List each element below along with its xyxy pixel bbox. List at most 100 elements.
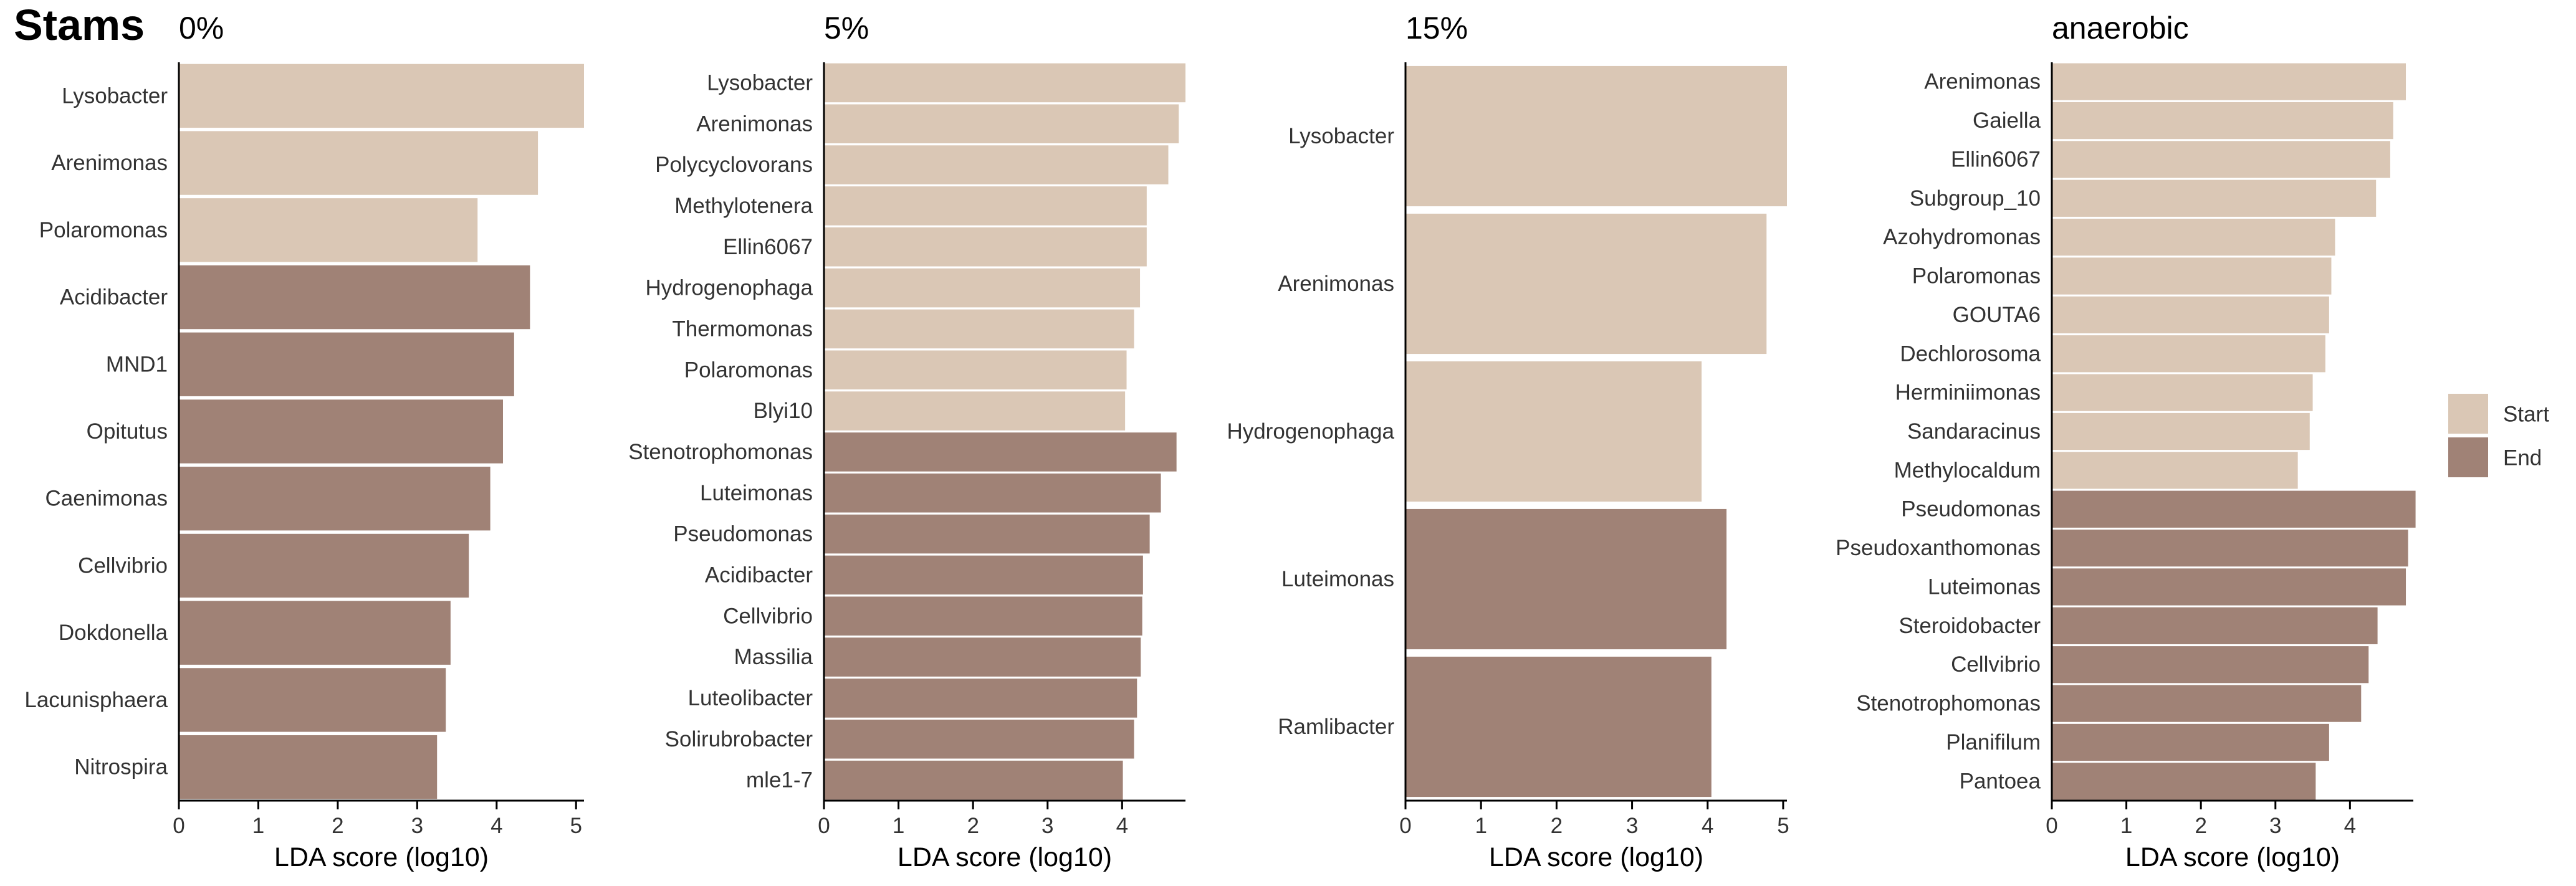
x-tick-label: 4 bbox=[2344, 814, 2356, 838]
category-label: Luteimonas bbox=[700, 481, 813, 505]
bar bbox=[824, 350, 1127, 390]
bar bbox=[824, 432, 1177, 472]
x-tick-label: 0 bbox=[2046, 814, 2057, 838]
category-label: Methylocaldum bbox=[1894, 458, 2041, 482]
bar bbox=[2052, 763, 2316, 800]
category-label: Polaromonas bbox=[39, 218, 168, 242]
panel-title: 5% bbox=[824, 11, 869, 45]
category-label: Steroidobacter bbox=[1898, 614, 2041, 638]
bar bbox=[824, 63, 1185, 103]
chart-panel-1: 0% Lysobacter Arenimonas Polaromonas Acidiba… bbox=[24, 11, 584, 872]
panel-title: anaerobic bbox=[2052, 11, 2189, 45]
x-axis-label: LDA score (log10) bbox=[1489, 842, 1703, 872]
x-tick-label: 4 bbox=[1702, 814, 1713, 838]
bar bbox=[824, 555, 1143, 595]
legend-label: End bbox=[2503, 446, 2542, 470]
x-axis-label: LDA score (log10) bbox=[274, 842, 489, 872]
category-label: Planifilum bbox=[1946, 730, 2041, 755]
bar bbox=[1405, 65, 1787, 207]
category-label: Blyi10 bbox=[754, 399, 813, 423]
bar bbox=[2052, 335, 2325, 373]
x-tick-label: 3 bbox=[1626, 814, 1638, 838]
legend-swatch-start bbox=[2448, 394, 2488, 434]
category-label: Lysobacter bbox=[62, 83, 168, 108]
x-tick-label: 0 bbox=[173, 814, 184, 838]
category-label: Cellvibrio bbox=[78, 553, 168, 578]
category-label: Cellvibrio bbox=[1951, 652, 2041, 677]
bar bbox=[824, 268, 1141, 308]
bar bbox=[2052, 141, 2390, 178]
category-label: Arenimonas bbox=[1278, 272, 1394, 296]
x-tick-label: 3 bbox=[2269, 814, 2281, 838]
bar bbox=[824, 596, 1142, 636]
panel-title: 15% bbox=[1405, 11, 1468, 45]
category-label: mle1-7 bbox=[746, 768, 813, 793]
figure-title: Stams bbox=[14, 1, 145, 49]
category-label: Gaiella bbox=[1973, 108, 2041, 133]
bar bbox=[179, 198, 478, 262]
category-label: Stenotrophomonas bbox=[1856, 692, 2041, 716]
bar bbox=[179, 601, 451, 665]
category-label: Polycyclovorans bbox=[655, 153, 813, 177]
category-label: MND1 bbox=[106, 352, 168, 376]
category-label: Ramlibacter bbox=[1278, 715, 1394, 739]
legend-swatch-end bbox=[2448, 437, 2488, 477]
category-label: Methylotenera bbox=[674, 194, 813, 218]
bar bbox=[179, 735, 438, 799]
bar bbox=[824, 637, 1141, 677]
bar bbox=[179, 131, 539, 195]
category-label: Lysobacter bbox=[707, 70, 813, 95]
x-tick-label: 1 bbox=[252, 814, 264, 838]
bar bbox=[1405, 213, 1767, 355]
bar bbox=[824, 186, 1147, 226]
bar bbox=[2052, 568, 2406, 606]
bar bbox=[824, 104, 1179, 144]
bar bbox=[2052, 723, 2329, 761]
category-label: Nitrospira bbox=[74, 755, 168, 779]
category-label: Ellin6067 bbox=[723, 235, 813, 259]
bar bbox=[1405, 508, 1727, 650]
bar bbox=[2052, 452, 2298, 489]
category-label: Arenimonas bbox=[51, 151, 168, 175]
bar bbox=[2052, 179, 2377, 217]
bar bbox=[824, 679, 1137, 718]
category-label: Pseudomonas bbox=[673, 522, 813, 546]
bar bbox=[824, 391, 1126, 431]
x-tick-label: 2 bbox=[967, 814, 979, 838]
x-tick-label: 5 bbox=[1777, 814, 1789, 838]
x-tick-label: 0 bbox=[818, 814, 830, 838]
category-label: Caenimonas bbox=[45, 487, 168, 511]
x-axis-label: LDA score (log10) bbox=[2125, 842, 2340, 872]
category-label: Sandaracinus bbox=[1907, 419, 2041, 444]
x-tick-label: 4 bbox=[491, 814, 502, 838]
x-tick-label: 1 bbox=[893, 814, 904, 838]
category-label: Luteolibacter bbox=[688, 686, 813, 710]
category-label: Cellvibrio bbox=[723, 604, 813, 628]
x-axis-label: LDA score (log10) bbox=[898, 842, 1112, 872]
category-label: Ellin6067 bbox=[1951, 147, 2041, 171]
bar bbox=[2052, 490, 2416, 528]
category-label: GOUTA6 bbox=[1953, 303, 2041, 327]
bar bbox=[1405, 656, 1712, 798]
category-label: Azohydromonas bbox=[1883, 225, 2041, 249]
x-tick-label: 3 bbox=[1041, 814, 1053, 838]
category-label: Acidibacter bbox=[60, 285, 168, 310]
bar bbox=[2052, 685, 2362, 722]
bar bbox=[179, 265, 530, 330]
chart-panel-3: 15% Lysobacter Arenimonas Hydrogenophaga Lut… bbox=[1227, 11, 1789, 872]
chart-panel-4: anaerobic Arenimonas Gaiella Ellin6067 Subgr… bbox=[1836, 11, 2416, 872]
category-label: Lysobacter bbox=[1288, 124, 1394, 148]
category-label: Massilia bbox=[734, 645, 813, 669]
bar bbox=[179, 533, 469, 598]
bar bbox=[2052, 296, 2329, 334]
bar bbox=[824, 719, 1134, 759]
panel-title: 0% bbox=[179, 11, 224, 45]
bar bbox=[179, 64, 584, 128]
x-tick-label: 3 bbox=[411, 814, 423, 838]
category-label: Opitutus bbox=[87, 419, 168, 444]
bar bbox=[824, 145, 1169, 184]
category-label: Luteimonas bbox=[1281, 567, 1394, 591]
category-label: Pseudoxanthomonas bbox=[1836, 536, 2041, 560]
